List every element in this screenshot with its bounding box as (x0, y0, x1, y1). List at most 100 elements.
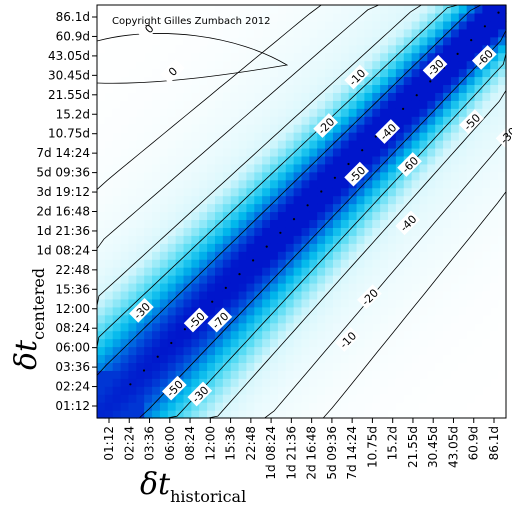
heatmap-cell (364, 163, 373, 173)
heatmap-cell (340, 211, 350, 221)
heatmap-cell (372, 259, 381, 268)
heatmap-cell (372, 12, 381, 22)
heatmap-cell (152, 370, 161, 379)
heatmap-cell (372, 28, 381, 38)
heatmap-cell (285, 179, 295, 189)
heatmap-cell (152, 219, 161, 228)
heatmap-cell (356, 314, 366, 324)
x-axis-subscript: historical (170, 487, 246, 506)
heatmap-cell (246, 68, 255, 78)
heatmap-cell (427, 203, 436, 213)
heatmap-cell (356, 187, 366, 197)
heatmap-cell (395, 378, 405, 387)
heatmap-cell (388, 76, 397, 86)
heatmap-cell (159, 410, 169, 419)
heatmap-cell (246, 306, 255, 316)
heatmap-cell (104, 44, 114, 54)
heatmap-cell (238, 36, 248, 46)
heatmap-cell (293, 52, 303, 62)
heatmap-cell (332, 147, 342, 157)
heatmap-cell (498, 370, 507, 379)
heatmap-cell (301, 92, 310, 101)
heatmap-cell (498, 36, 507, 46)
heatmap-cell (498, 76, 507, 86)
heatmap-cell (450, 68, 460, 78)
heatmap-cell (317, 235, 326, 244)
heatmap-cell (466, 354, 476, 363)
heatmap-cell (277, 147, 287, 157)
heatmap-cell (175, 338, 185, 348)
heatmap-cell (301, 259, 310, 268)
heatmap-cell (332, 195, 342, 205)
heatmap-cell (183, 386, 192, 395)
heatmap-cell (490, 140, 499, 149)
heatmap-cell (254, 330, 263, 340)
heatmap-cell (301, 60, 310, 70)
heatmap-cell (301, 108, 310, 117)
heatmap-cell (144, 84, 153, 93)
heatmap-cell (191, 76, 200, 86)
heatmap-cell (277, 243, 287, 252)
heatmap-cell (403, 76, 413, 86)
heatmap-cell (458, 346, 468, 356)
heatmap-cell (175, 251, 185, 260)
heatmap-cell (144, 147, 153, 157)
heatmap-cell (482, 171, 491, 181)
heatmap-cell (152, 147, 161, 157)
heatmap-cell (474, 219, 484, 228)
heatmap-cell (222, 259, 232, 268)
heatmap-cell (482, 378, 491, 387)
heatmap-cell (207, 378, 216, 387)
heatmap-cell (238, 219, 248, 228)
heatmap-cell (214, 386, 224, 395)
heatmap-cell (482, 298, 491, 308)
heatmap-cell (427, 322, 436, 332)
heatmap-cell (120, 394, 130, 403)
heatmap-cell (222, 108, 232, 117)
heatmap-cell (435, 275, 444, 284)
heatmap-cell (293, 354, 303, 363)
heatmap-cell (364, 251, 373, 260)
heatmap-cell (458, 116, 468, 125)
heatmap-cell (230, 354, 240, 363)
heatmap-cell (277, 76, 287, 86)
heatmap-cell (152, 298, 161, 308)
heatmap-cell (175, 108, 185, 117)
heatmap-cell (364, 203, 373, 213)
heatmap-cell (254, 124, 263, 133)
heatmap-cell (191, 68, 200, 78)
heatmap-cell (364, 60, 373, 70)
heatmap-cell (443, 346, 452, 356)
heatmap-cell (372, 116, 381, 125)
heatmap-cell (348, 155, 358, 165)
heatmap-cell (144, 227, 153, 236)
heatmap-cell (427, 243, 436, 252)
heatmap-cell (450, 76, 460, 86)
heatmap-cell (191, 298, 200, 308)
heatmap-cell (144, 251, 153, 260)
heatmap-cell (348, 219, 358, 228)
heatmap-cell (97, 155, 106, 165)
heatmap-cell (450, 108, 460, 117)
heatmap-cell (317, 251, 326, 260)
heatmap-cell (419, 20, 428, 30)
heatmap-cell (364, 227, 373, 236)
heatmap-cell (167, 132, 177, 141)
heatmap-cell (152, 394, 161, 403)
heatmap-cell (474, 140, 484, 149)
heatmap-cell (175, 187, 185, 197)
heatmap-cell (183, 140, 192, 149)
heatmap-cell (270, 12, 279, 22)
heatmap-cell (222, 402, 232, 411)
heatmap-cell (262, 36, 271, 46)
heatmap-cell (395, 68, 405, 78)
heatmap-cell (152, 402, 161, 411)
heatmap-cell (97, 12, 106, 22)
heatmap-cell (144, 211, 153, 221)
heatmap-cell (230, 402, 240, 411)
heatmap-cell (332, 163, 342, 173)
heatmap-cell (380, 36, 389, 46)
heatmap-cell (498, 267, 507, 276)
heatmap-cell (490, 275, 499, 284)
heatmap-cell (427, 28, 436, 38)
